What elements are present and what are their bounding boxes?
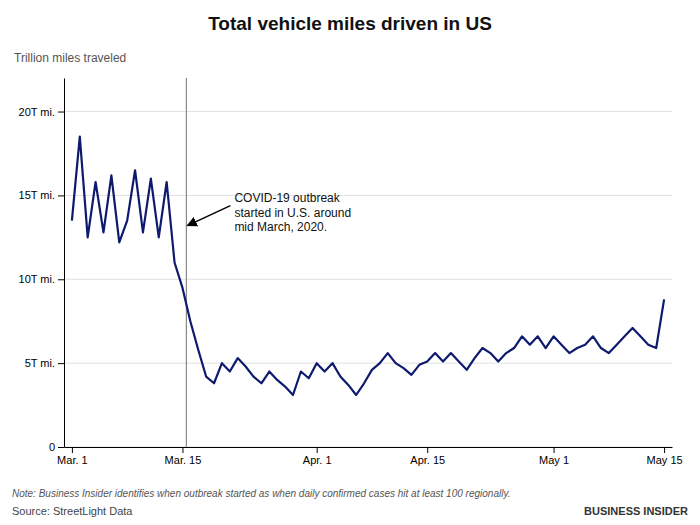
x-tick: Apr. 1 (303, 447, 332, 466)
y-tick-label: 10T mi. (19, 273, 55, 285)
y-tick-label: 20T mi. (19, 106, 55, 118)
x-tick-label: Apr. 15 (410, 454, 445, 466)
source: Source: StreetLight Data (12, 505, 133, 517)
annotation: COVID-19 outbreakstarted in U.S. aroundm… (234, 191, 351, 234)
x-tick: May 1 (539, 447, 569, 466)
x-tick-mark (72, 447, 73, 453)
x-tick: May 15 (647, 447, 683, 466)
title: Total vehicle miles driven in US (208, 13, 492, 34)
x-tick-mark (664, 447, 665, 453)
y-axis-line (64, 79, 65, 448)
marks (72, 78, 664, 447)
x-tick-label: Apr. 1 (303, 454, 332, 466)
x-tick-label: May 15 (647, 454, 683, 466)
y-tick-label: 15T mi. (19, 189, 55, 201)
y-tick: 10T mi. (19, 273, 64, 285)
y-tick: 0 (49, 441, 64, 453)
y-tick-mark (58, 112, 64, 113)
grid-line (64, 363, 672, 364)
y-axis: 0 5T mi. 10T mi. 15T mi. 20T mi. (19, 79, 65, 454)
grid-line (64, 111, 672, 112)
y-tick-mark (58, 447, 64, 448)
y-tick-mark (58, 363, 64, 364)
x-tick: Apr. 15 (410, 447, 445, 466)
x-tick-mark (554, 447, 555, 453)
y-tick: 15T mi. (19, 189, 64, 201)
x-tick-label: Mar. 1 (57, 454, 88, 466)
y-tick-label: 5T mi. (25, 357, 55, 369)
line (72, 137, 664, 395)
grid (64, 112, 672, 447)
y-tick: 20T mi. (19, 106, 64, 118)
grid-line (64, 447, 672, 448)
chart: Mar. 1 Mar. 15 Apr. 1 Apr. 15 May 1 May 15 0 5T… (0, 0, 700, 525)
x-tick: Mar. 1 (57, 447, 88, 466)
grid-line (64, 279, 672, 280)
grid-line (64, 195, 672, 196)
x-axis-line (65, 447, 673, 448)
x-tick-mark (427, 447, 428, 453)
credit: BUSINESS INSIDER (584, 505, 688, 517)
plot-area: Mar. 1 Mar. 15 Apr. 1 Apr. 15 May 1 May 15 0 5T… (19, 78, 683, 466)
y-tick-label: 0 (49, 441, 55, 453)
y-tick: 5T mi. (25, 357, 64, 369)
x-tick-mark (182, 447, 183, 453)
x-tick: Mar. 15 (165, 447, 202, 466)
y-tick-mark (58, 279, 64, 280)
reference-line (186, 78, 187, 447)
y-tick-mark (58, 195, 64, 196)
y-axis-title: Trillion miles traveled (14, 51, 126, 65)
x-tick-mark (317, 447, 318, 453)
x-tick-label: May 1 (539, 454, 569, 466)
annotation-arrow (187, 206, 230, 226)
note: Note: Business Insider identifies when o… (12, 488, 510, 499)
x-axis: Mar. 1 Mar. 15 Apr. 1 Apr. 15 May 1 May 15 (57, 447, 683, 466)
x-tick-label: Mar. 15 (165, 454, 202, 466)
